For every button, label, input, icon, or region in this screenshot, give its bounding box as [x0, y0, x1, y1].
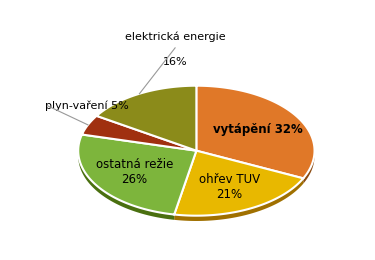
- Text: ohřev TUV
21%: ohřev TUV 21%: [199, 173, 260, 200]
- Polygon shape: [303, 151, 315, 184]
- Polygon shape: [174, 178, 303, 221]
- Text: plyn-vaření 5%: plyn-vaření 5%: [45, 101, 129, 111]
- Text: ostatná režie
26%: ostatná režie 26%: [96, 158, 173, 186]
- Polygon shape: [196, 86, 315, 178]
- Polygon shape: [78, 152, 174, 220]
- Polygon shape: [174, 151, 303, 216]
- Text: elektrická energie: elektrická energie: [125, 31, 225, 42]
- Polygon shape: [82, 116, 196, 151]
- Polygon shape: [78, 134, 197, 214]
- Polygon shape: [97, 86, 196, 151]
- Text: 16%: 16%: [163, 57, 188, 67]
- Text: vytápění 32%: vytápění 32%: [213, 122, 303, 135]
